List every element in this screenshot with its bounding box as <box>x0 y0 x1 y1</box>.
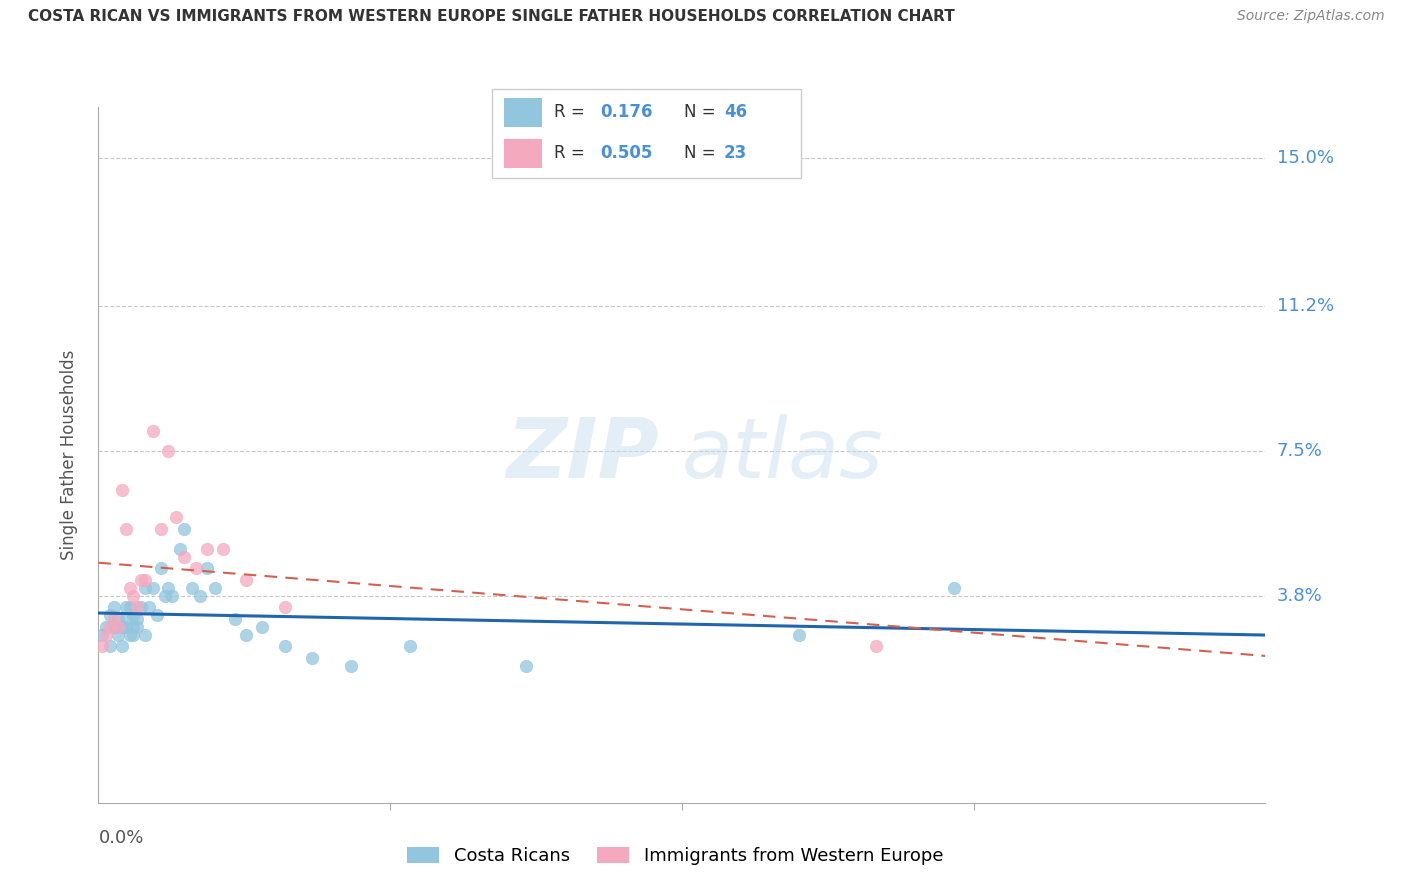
Point <box>134 628 156 642</box>
Text: 0.176: 0.176 <box>600 103 652 121</box>
Point <box>111 620 134 634</box>
Point <box>340 659 363 673</box>
Point <box>118 600 141 615</box>
Point <box>127 600 149 615</box>
Point <box>165 510 187 524</box>
Point <box>129 600 152 615</box>
Point <box>184 561 207 575</box>
Point <box>98 608 121 623</box>
Text: Source: ZipAtlas.com: Source: ZipAtlas.com <box>1237 9 1385 23</box>
Point <box>103 620 125 634</box>
Point <box>107 620 129 634</box>
Text: 0.0%: 0.0% <box>98 829 143 847</box>
Point <box>134 573 156 587</box>
Bar <box>505 139 541 168</box>
Point <box>98 620 121 634</box>
Point <box>162 589 184 603</box>
Point <box>122 608 145 623</box>
Y-axis label: Single Father Households: Single Father Households <box>59 350 77 560</box>
Point <box>127 612 149 626</box>
Point <box>96 620 118 634</box>
Point <box>103 612 125 626</box>
Point <box>91 640 114 654</box>
Point <box>114 600 136 615</box>
Point <box>114 620 136 634</box>
Point <box>157 581 180 595</box>
Point <box>98 640 121 654</box>
Point <box>157 444 180 458</box>
Text: 15.0%: 15.0% <box>1277 149 1333 167</box>
Point <box>153 589 176 603</box>
Point <box>173 522 195 536</box>
Point <box>107 612 129 626</box>
Point <box>129 573 152 587</box>
FancyBboxPatch shape <box>492 89 801 178</box>
Point <box>169 541 191 556</box>
Point <box>118 628 141 642</box>
Bar <box>505 98 541 127</box>
Point <box>146 608 169 623</box>
Point <box>122 589 145 603</box>
Point <box>173 549 195 564</box>
Point <box>235 573 257 587</box>
Point <box>96 628 118 642</box>
Point <box>91 628 114 642</box>
Point <box>142 581 165 595</box>
Point <box>149 522 172 536</box>
Point <box>107 628 129 642</box>
Point <box>195 561 218 575</box>
Legend: Costa Ricans, Immigrants from Western Europe: Costa Ricans, Immigrants from Western Eu… <box>398 838 952 874</box>
Point <box>188 589 211 603</box>
Point <box>195 541 218 556</box>
Text: 3.8%: 3.8% <box>1277 587 1322 605</box>
Text: R =: R = <box>554 145 585 162</box>
Point <box>787 628 810 642</box>
Text: COSTA RICAN VS IMMIGRANTS FROM WESTERN EUROPE SINGLE FATHER HOUSEHOLDS CORRELATI: COSTA RICAN VS IMMIGRANTS FROM WESTERN E… <box>28 9 955 24</box>
Point <box>114 522 136 536</box>
Text: 11.2%: 11.2% <box>1277 297 1334 316</box>
Text: 7.5%: 7.5% <box>1277 442 1323 460</box>
Point <box>212 541 235 556</box>
Point <box>134 581 156 595</box>
Point <box>111 483 134 497</box>
Point <box>274 600 297 615</box>
Point <box>274 640 297 654</box>
Point <box>149 561 172 575</box>
Point <box>180 581 202 595</box>
Point <box>142 425 165 439</box>
Point <box>118 581 141 595</box>
Point <box>122 620 145 634</box>
Point <box>943 581 966 595</box>
Point <box>111 640 134 654</box>
Text: 0.505: 0.505 <box>600 145 652 162</box>
Text: ZIP: ZIP <box>506 415 658 495</box>
Point <box>865 640 887 654</box>
Point <box>398 640 420 654</box>
Text: N =: N = <box>683 145 716 162</box>
Point <box>235 628 257 642</box>
Point <box>250 620 273 634</box>
Text: N =: N = <box>683 103 716 121</box>
Point <box>122 628 145 642</box>
Text: R =: R = <box>554 103 585 121</box>
Point <box>301 651 323 665</box>
Point <box>114 612 136 626</box>
Point <box>103 600 125 615</box>
Point <box>138 600 160 615</box>
Text: 23: 23 <box>724 145 748 162</box>
Text: 46: 46 <box>724 103 747 121</box>
Point <box>515 659 537 673</box>
Text: atlas: atlas <box>682 415 883 495</box>
Point <box>127 620 149 634</box>
Point <box>204 581 226 595</box>
Point <box>224 612 246 626</box>
